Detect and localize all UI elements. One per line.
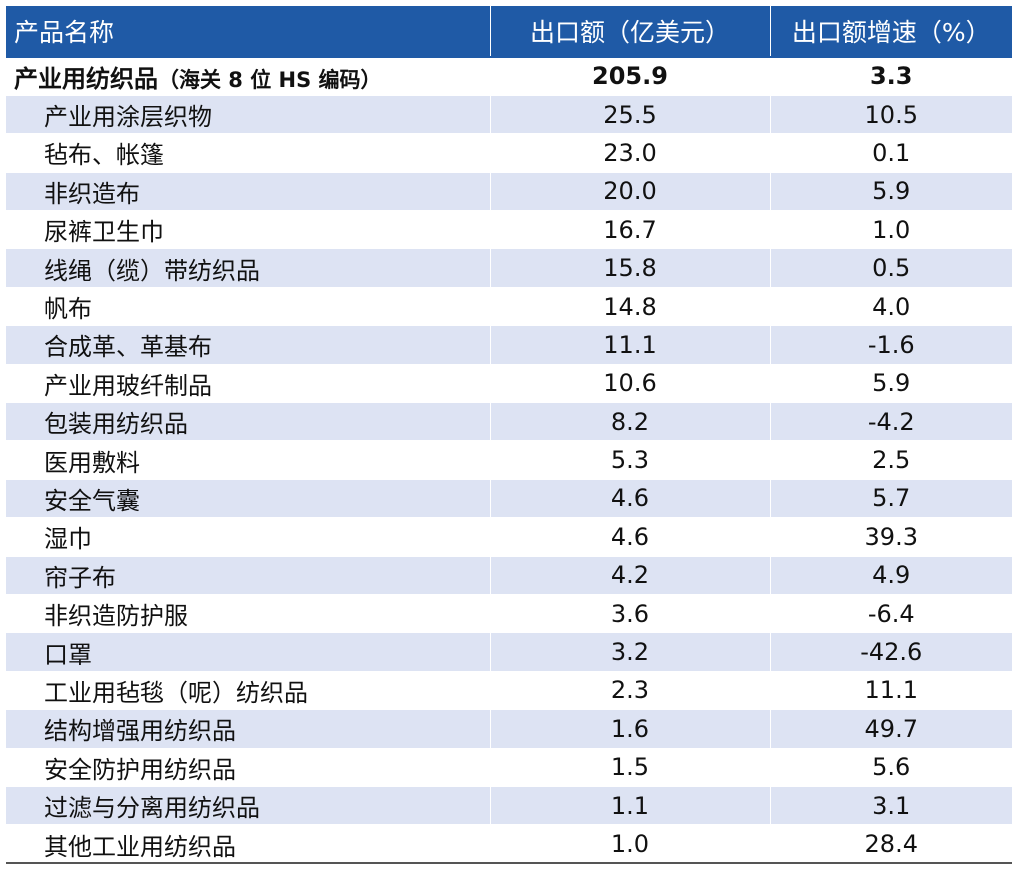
table-row: 帘子布 4.2 4.9 <box>6 556 1012 595</box>
table-row: 尿裤卫生巾 16.7 1.0 <box>6 210 1012 250</box>
table-row: 合成革、革基布 11.1 -1.6 <box>6 325 1012 365</box>
export-value-cell: 3.2 <box>489 632 770 672</box>
export-value-cell: 4.6 <box>489 517 770 557</box>
total-name: 产业用纺织品 <box>14 64 158 93</box>
export-table: 产品名称 出口额（亿美元） 出口额增速（%） 产业用纺织品（海关 8 位 HS … <box>6 6 1012 864</box>
product-name-cell: 产业用涂层织物 <box>6 95 490 135</box>
product-name-cell: 线绳（缆）带纺织品 <box>6 248 490 288</box>
table-row: 安全气囊 4.6 5.7 <box>6 479 1012 519</box>
product-name-cell: 安全气囊 <box>6 479 490 519</box>
export-table-container: 产品名称 出口额（亿美元） 出口额增速（%） 产业用纺织品（海关 8 位 HS … <box>6 6 1012 864</box>
product-name-cell: 产业用玻纤制品 <box>6 364 490 404</box>
product-name-cell: 帆布 <box>6 287 490 327</box>
export-growth-cell: 39.3 <box>769 517 1012 557</box>
export-growth-cell: 11.1 <box>769 671 1012 711</box>
product-name-cell: 过滤与分离用纺织品 <box>6 786 490 826</box>
table-body: 产业用纺织品（海关 8 位 HS 编码） 205.9 3.3 产业用涂层织物 25… <box>6 57 1012 864</box>
export-value-cell: 10.6 <box>489 364 770 404</box>
export-value-cell: 8.2 <box>489 402 770 442</box>
table-row: 产业用涂层织物 25.5 10.5 <box>6 95 1012 135</box>
export-value-cell: 2.3 <box>489 671 770 711</box>
export-value-cell: 5.3 <box>489 440 770 480</box>
export-growth-cell: 5.9 <box>769 172 1012 212</box>
export-value-cell: 23.0 <box>489 133 770 173</box>
export-growth-cell: 5.7 <box>769 479 1012 519</box>
header-product-name: 产品名称 <box>6 6 491 57</box>
table-row: 毡布、帐篷 23.0 0.1 <box>6 133 1012 173</box>
product-name-cell: 帘子布 <box>6 556 490 595</box>
table-row: 口罩 3.2 -42.6 <box>6 632 1012 672</box>
table-row: 产业用玻纤制品 10.6 5.9 <box>6 364 1012 404</box>
total-row: 产业用纺织品（海关 8 位 HS 编码） 205.9 3.3 <box>6 57 1012 96</box>
export-value-cell: 4.6 <box>489 479 770 519</box>
product-name-cell: 工业用毡毯（呢）纺织品 <box>6 671 490 711</box>
export-value-cell: 1.1 <box>489 786 770 826</box>
total-value: 205.9 <box>489 57 770 96</box>
export-value-cell: 15.8 <box>489 248 770 288</box>
table-row: 结构增强用纺织品 1.6 49.7 <box>6 709 1012 749</box>
product-name-cell: 合成革、革基布 <box>6 325 490 365</box>
export-growth-cell: 0.5 <box>769 248 1012 288</box>
product-name-cell: 其他工业用纺织品 <box>6 824 490 864</box>
export-growth-cell: 0.1 <box>769 133 1012 173</box>
table-row: 包装用纺织品 8.2 -4.2 <box>6 402 1012 442</box>
export-value-cell: 11.1 <box>489 325 770 365</box>
table-row: 湿巾 4.6 39.3 <box>6 517 1012 557</box>
export-growth-cell: 28.4 <box>769 824 1012 864</box>
export-growth-cell: 5.9 <box>769 364 1012 404</box>
product-name-cell: 毡布、帐篷 <box>6 133 490 173</box>
product-name-cell: 尿裤卫生巾 <box>6 210 490 250</box>
export-growth-cell: -6.4 <box>769 594 1012 634</box>
product-name-cell: 非织造布 <box>6 172 490 212</box>
header-export-value: 出口额（亿美元） <box>490 6 771 57</box>
export-value-cell: 1.5 <box>489 748 770 787</box>
export-growth-cell: -1.6 <box>769 325 1012 365</box>
table-row: 工业用毡毯（呢）纺织品 2.3 11.1 <box>6 671 1012 711</box>
export-value-cell: 25.5 <box>489 95 770 135</box>
export-value-cell: 16.7 <box>489 210 770 250</box>
export-growth-cell: 2.5 <box>769 440 1012 480</box>
export-value-cell: 14.8 <box>489 287 770 327</box>
export-growth-cell: -42.6 <box>769 632 1012 672</box>
export-value-cell: 1.6 <box>489 709 770 749</box>
product-name-cell: 湿巾 <box>6 517 490 557</box>
header-export-growth: 出口额增速（%） <box>770 6 1012 57</box>
product-name-cell: 安全防护用纺织品 <box>6 748 490 787</box>
table-bottom-rule <box>6 862 1012 864</box>
export-growth-cell: 4.9 <box>769 556 1012 595</box>
export-growth-cell: -4.2 <box>769 402 1012 442</box>
table-row: 帆布 14.8 4.0 <box>6 287 1012 327</box>
export-growth-cell: 10.5 <box>769 95 1012 135</box>
product-name-cell: 包装用纺织品 <box>6 402 490 442</box>
export-growth-cell: 49.7 <box>769 709 1012 749</box>
total-name-suffix: （海关 8 位 HS 编码） <box>158 67 382 92</box>
table-row: 安全防护用纺织品 1.5 5.6 <box>6 748 1012 787</box>
table-row: 线绳（缆）带纺织品 15.8 0.5 <box>6 248 1012 288</box>
export-value-cell: 1.0 <box>489 824 770 864</box>
export-value-cell: 3.6 <box>489 594 770 634</box>
product-name-cell: 口罩 <box>6 632 490 672</box>
table-row: 医用敷料 5.3 2.5 <box>6 440 1012 480</box>
export-growth-cell: 5.6 <box>769 748 1012 787</box>
total-growth: 3.3 <box>769 57 1012 96</box>
export-value-cell: 4.2 <box>489 556 770 595</box>
table-row: 非织造防护服 3.6 -6.4 <box>6 594 1012 634</box>
export-growth-cell: 1.0 <box>769 210 1012 250</box>
table-header: 产品名称 出口额（亿美元） 出口额增速（%） <box>6 6 1012 57</box>
total-name-cell: 产业用纺织品（海关 8 位 HS 编码） <box>6 57 490 96</box>
export-growth-cell: 3.1 <box>769 786 1012 826</box>
product-name-cell: 结构增强用纺织品 <box>6 709 490 749</box>
table-row: 非织造布 20.0 5.9 <box>6 172 1012 212</box>
export-growth-cell: 4.0 <box>769 287 1012 327</box>
table-row: 过滤与分离用纺织品 1.1 3.1 <box>6 786 1012 826</box>
export-value-cell: 20.0 <box>489 172 770 212</box>
header-row: 产品名称 出口额（亿美元） 出口额增速（%） <box>6 6 1012 57</box>
table-row: 其他工业用纺织品 1.0 28.4 <box>6 824 1012 864</box>
product-name-cell: 医用敷料 <box>6 440 490 480</box>
product-name-cell: 非织造防护服 <box>6 594 490 634</box>
